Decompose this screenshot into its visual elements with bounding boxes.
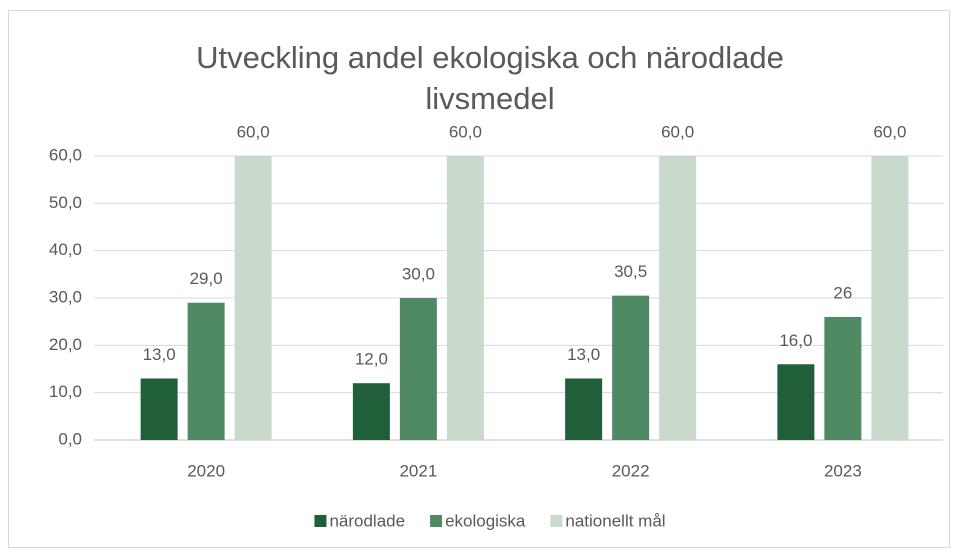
y-tick-label: 50,0: [49, 193, 82, 212]
legend-swatch: [314, 515, 327, 527]
value-label: 12,0: [355, 350, 388, 369]
legend-label: ekologiska: [445, 511, 526, 530]
value-label: 60,0: [449, 122, 482, 141]
x-tick-label: 2022: [612, 461, 650, 480]
bar: [565, 378, 603, 440]
value-label: 13,0: [143, 345, 176, 364]
y-tick-label: 20,0: [49, 335, 82, 354]
value-label: 13,0: [567, 345, 600, 364]
legend-label: närodlade: [329, 511, 405, 530]
x-tick-label: 2023: [824, 461, 862, 480]
x-tick-label: 2021: [399, 461, 437, 480]
legend-swatch: [430, 515, 443, 527]
value-label: 30,5: [614, 262, 647, 281]
value-label: 29,0: [190, 269, 223, 288]
value-label: 60,0: [873, 122, 906, 141]
legend-label: nationellt mål: [565, 511, 665, 530]
bar: [187, 302, 225, 440]
bar: [824, 316, 862, 440]
y-tick-label: 10,0: [49, 382, 82, 401]
chart-title: Utveckling andel ekologiska och närodlad…: [196, 40, 784, 116]
bar: [399, 298, 437, 440]
value-label: 60,0: [237, 122, 270, 141]
bar: [446, 156, 484, 440]
value-label: 16,0: [779, 331, 812, 350]
y-tick-label: 40,0: [49, 240, 82, 259]
bar: [234, 156, 272, 440]
bar: [612, 295, 650, 440]
bar: [140, 378, 178, 440]
bar: [777, 364, 815, 440]
bar: [659, 156, 697, 440]
legend-swatch: [550, 515, 563, 527]
bar: [871, 156, 909, 440]
y-tick-label: 30,0: [49, 287, 82, 306]
value-label: 30,0: [402, 264, 435, 283]
y-tick-label: 60,0: [49, 145, 82, 164]
value-label: 60,0: [661, 122, 694, 141]
bar: [352, 383, 390, 440]
legend: närodlade ekologiska nationellt mål: [314, 511, 666, 530]
x-tick-label: 2020: [187, 461, 225, 480]
y-tick-label: 0,0: [58, 429, 82, 448]
value-label: 26: [833, 283, 852, 302]
